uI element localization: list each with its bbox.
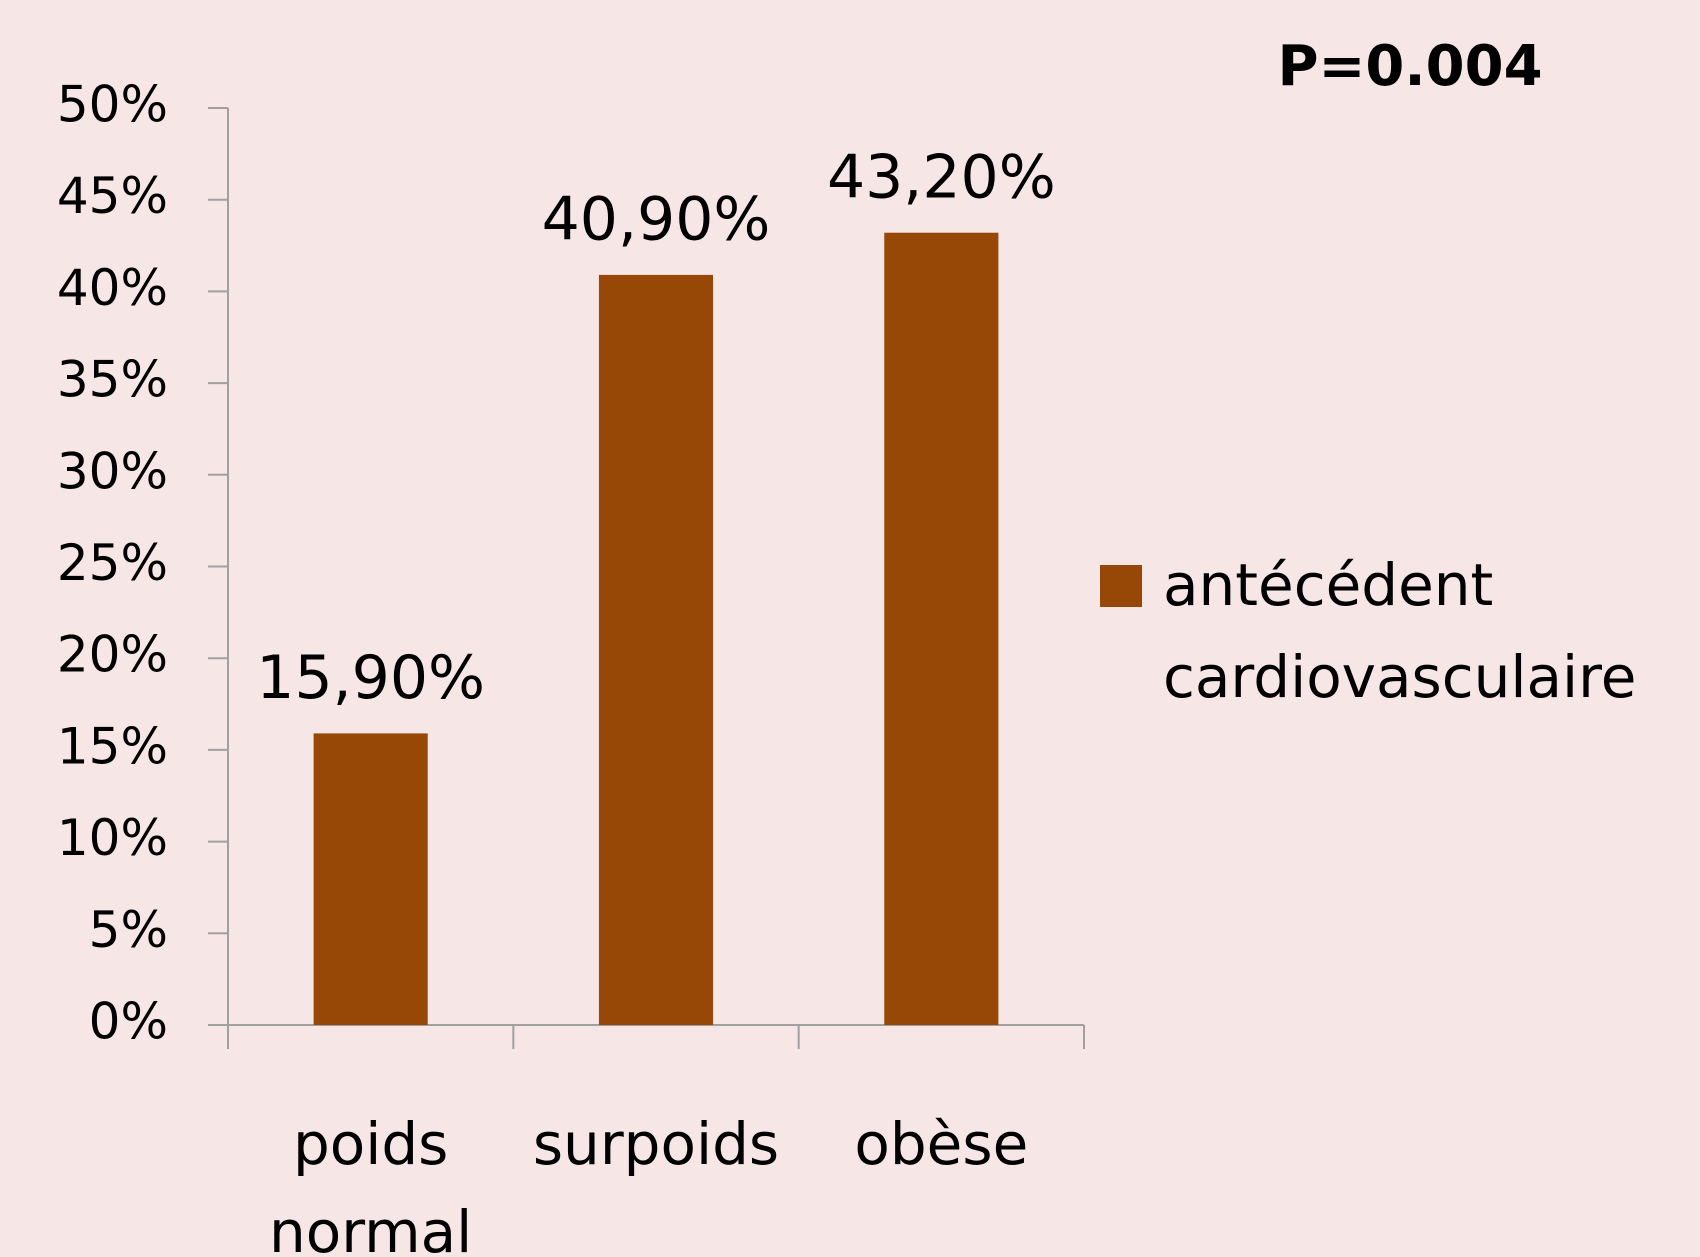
y-tick-label: 50%	[57, 76, 168, 134]
y-tick-label: 45%	[57, 167, 168, 225]
bar	[313, 733, 428, 1025]
y-tick-label: 15%	[57, 717, 168, 775]
x-tick-label: poids normal	[269, 1110, 473, 1257]
y-tick-label: 5%	[89, 901, 168, 959]
annotation: P=0.004	[1277, 34, 1542, 99]
data-label: 40,90%	[542, 184, 771, 254]
data-label: 43,20%	[827, 142, 1056, 212]
y-tick-label: 25%	[57, 534, 168, 592]
data-label: 15,90%	[256, 643, 485, 713]
y-tick-label: 35%	[57, 351, 168, 409]
bar	[598, 274, 714, 1025]
bar	[884, 232, 999, 1025]
x-tick-label: surpoids	[532, 1110, 780, 1178]
y-tick-label: 30%	[57, 442, 168, 500]
x-tick-label: obèse	[854, 1110, 1029, 1178]
legend-swatch	[1100, 565, 1142, 607]
y-tick-label: 0%	[89, 993, 168, 1051]
y-tick-label: 40%	[57, 259, 168, 317]
y-tick-label: 10%	[57, 809, 168, 867]
y-tick-label: 20%	[57, 626, 168, 684]
legend-label: antécédent cardiovasculaire	[1163, 551, 1637, 711]
